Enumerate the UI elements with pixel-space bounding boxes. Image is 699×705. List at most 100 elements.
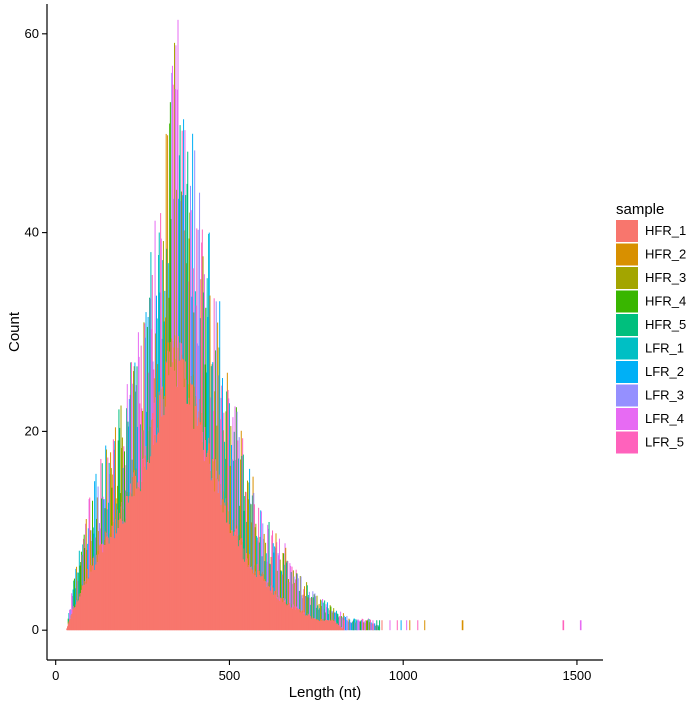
bar-stack-segment [317, 609, 319, 621]
bar-stack-segment [212, 362, 214, 459]
bar-stack-segment [224, 441, 226, 503]
x-tick-label: 1500 [562, 668, 591, 683]
bar-stack-segment [274, 547, 276, 591]
bar-stack-segment [158, 255, 160, 433]
bar-stack-segment [194, 150, 196, 387]
bar-stack-segment [86, 549, 88, 579]
bar-stack-segment [176, 189, 178, 387]
bar-stack-segment [222, 430, 224, 513]
bar-stack-segment [360, 620, 362, 631]
bar-stack-segment [323, 609, 325, 619]
bar-stack-segment [247, 499, 249, 568]
bar-stack-segment [347, 620, 349, 631]
bar-stack-segment [357, 619, 359, 631]
bar-stack-segment [178, 198, 180, 337]
bar-stack-segment [197, 229, 199, 418]
bar-stack-segment [229, 465, 231, 534]
bar-stack-segment [262, 538, 264, 575]
bar-stack-segment [122, 467, 124, 524]
bar-stack-segment [269, 564, 271, 591]
bar-stack-segment [347, 621, 349, 631]
bar-stack-segment [96, 497, 98, 563]
bar-stack-segment [285, 547, 287, 599]
bar-stack-segment [80, 551, 82, 590]
bar-stack-segment [219, 301, 221, 475]
bar-stack-segment [336, 613, 338, 625]
bar-stack-segment [242, 438, 244, 542]
bar-stack-segment [278, 538, 280, 601]
bar-stack-segment [362, 619, 364, 631]
bar-stack-segment [152, 361, 154, 414]
bar-stack-segment [207, 316, 209, 451]
bar-stack-segment [114, 441, 116, 539]
bar-stack-segment [75, 568, 77, 605]
bar-stack-segment [251, 495, 253, 570]
bar-stack-segment [149, 298, 151, 427]
bar-stack-segment [368, 619, 370, 631]
y-axis-ticks: 0 20 40 60 [25, 26, 47, 637]
bar-stack-segment [123, 446, 125, 509]
bar-stack-segment [316, 595, 318, 621]
bar-stack-segment [159, 292, 161, 396]
bar-stack-segment [292, 570, 294, 605]
bar-stack-segment [290, 565, 292, 608]
bar-stack-segment [162, 241, 164, 400]
bar-stack-segment [235, 459, 237, 535]
bar-stack-segment [339, 616, 341, 627]
legend-swatch [616, 267, 638, 289]
bar-stack-segment [202, 256, 204, 433]
bar-stack-segment [196, 228, 198, 404]
bar-stack-segment [241, 455, 243, 539]
bar-stack-segment [256, 535, 258, 578]
bar-stack-segment [130, 362, 132, 484]
bar-outlier [562, 620, 565, 631]
bar-stack-segment [293, 576, 295, 607]
bar-stack-segment [132, 383, 134, 477]
bar-stack-segment [327, 608, 329, 621]
bar-stack-segment [187, 151, 189, 404]
bar-stack-segment [193, 312, 195, 429]
legend-swatch [616, 220, 638, 242]
bar-stack-segment [114, 427, 116, 520]
bar-stack-segment [191, 296, 193, 385]
bar-stack-segment [370, 619, 372, 631]
x-axis-title: Length (nt) [289, 684, 362, 701]
bar-stack-segment [163, 321, 165, 416]
bar-stack-segment [232, 417, 234, 520]
bar-stack-segment [253, 492, 255, 574]
bar-stack-segment [87, 543, 89, 569]
bar-stack-segment [308, 595, 310, 615]
bar-stack-segment [103, 499, 105, 545]
bar-stack-segment [211, 364, 213, 479]
bar-stack-segment [233, 431, 235, 532]
bar-stack-segment [113, 449, 115, 518]
bar-stack-segment [123, 451, 125, 522]
bar-stack-segment [151, 329, 153, 421]
bar-stack-segment [127, 421, 129, 497]
bar-stack-segment [263, 533, 265, 581]
bar-stack-segment [117, 485, 119, 510]
bar-stack-segment [109, 474, 111, 534]
bar-stack-segment [192, 268, 194, 375]
bar-stack-segment [119, 427, 121, 513]
bar-stack-segment [142, 430, 144, 460]
bar-stack-segment [271, 535, 273, 593]
bar-stack-segment [79, 565, 81, 597]
bar-tail [364, 620, 366, 631]
bar-stack-segment [265, 553, 267, 582]
bar-stack-segment [236, 411, 238, 526]
bar-stack-segment [92, 500, 94, 566]
bar-stack-segment [312, 591, 314, 617]
bar-stack-segment [136, 366, 138, 489]
bar-stack-segment [169, 123, 171, 352]
bar-tail [379, 620, 381, 631]
bar-stack-segment [85, 523, 87, 582]
bar-stack-segment [378, 626, 380, 631]
bar-stack-segment [102, 496, 104, 553]
bar-stack-segment [351, 621, 353, 631]
bar-stack-segment [173, 198, 175, 348]
bar-stack-segment [96, 518, 98, 555]
bar-stack-segment [160, 238, 162, 389]
bar-stack-segment [281, 571, 283, 599]
bar-stack-segment [304, 595, 306, 614]
